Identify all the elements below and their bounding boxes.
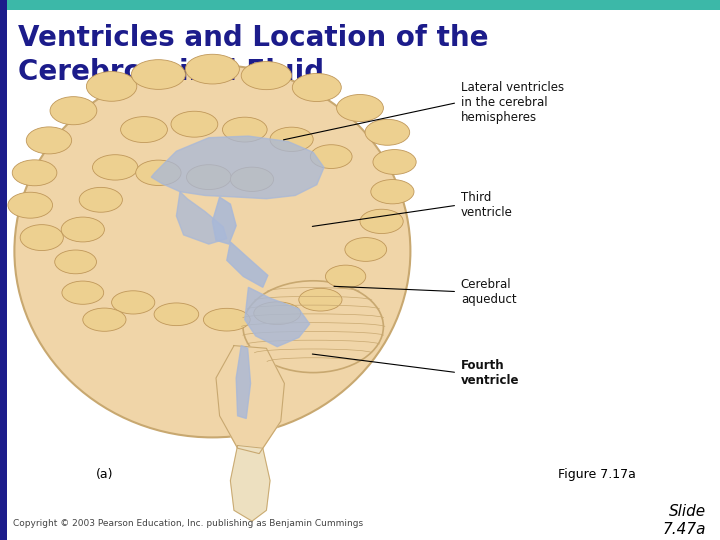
Polygon shape	[176, 192, 227, 244]
Ellipse shape	[154, 303, 199, 326]
Polygon shape	[236, 346, 251, 418]
Polygon shape	[230, 446, 270, 521]
Ellipse shape	[371, 179, 414, 204]
Ellipse shape	[241, 62, 292, 90]
Ellipse shape	[204, 308, 251, 331]
Text: Cerebral
aqueduct: Cerebral aqueduct	[461, 278, 516, 306]
Ellipse shape	[50, 97, 96, 125]
Ellipse shape	[310, 145, 352, 168]
Ellipse shape	[8, 192, 53, 218]
Text: Copyright © 2003 Pearson Education, Inc. publishing as Benjamin Cummings: Copyright © 2003 Pearson Education, Inc.…	[13, 519, 363, 528]
Ellipse shape	[230, 167, 274, 191]
Ellipse shape	[121, 117, 167, 143]
Text: Fourth
ventricle: Fourth ventricle	[461, 359, 519, 387]
Ellipse shape	[185, 54, 239, 84]
Ellipse shape	[171, 111, 218, 137]
Polygon shape	[151, 136, 324, 199]
Bar	[0, 0, 7, 540]
Ellipse shape	[93, 155, 138, 180]
Ellipse shape	[14, 65, 410, 437]
Text: Ventricles and Location of the
Cerebrospinal Fluid: Ventricles and Location of the Cerebrosp…	[18, 24, 488, 86]
Ellipse shape	[345, 238, 387, 261]
Ellipse shape	[337, 94, 384, 122]
Polygon shape	[227, 242, 268, 287]
Ellipse shape	[20, 225, 63, 251]
Ellipse shape	[186, 165, 231, 190]
Ellipse shape	[135, 160, 181, 185]
Text: Lateral ventricles
in the cerebral
hemispheres: Lateral ventricles in the cerebral hemis…	[461, 81, 564, 124]
Ellipse shape	[360, 210, 403, 233]
Text: 7.47a: 7.47a	[662, 522, 706, 537]
Ellipse shape	[270, 127, 313, 151]
Ellipse shape	[243, 281, 383, 373]
Text: Slide: Slide	[668, 504, 706, 519]
Ellipse shape	[83, 308, 126, 332]
Ellipse shape	[61, 217, 104, 242]
Text: Figure 7.17a: Figure 7.17a	[558, 468, 636, 481]
Ellipse shape	[365, 119, 410, 145]
Bar	[0, 0, 720, 10]
Ellipse shape	[86, 71, 137, 102]
Polygon shape	[245, 287, 310, 347]
Ellipse shape	[79, 187, 122, 212]
Polygon shape	[216, 346, 284, 454]
Ellipse shape	[253, 302, 301, 325]
Ellipse shape	[132, 59, 186, 89]
Text: (a): (a)	[96, 468, 113, 481]
Ellipse shape	[299, 288, 342, 311]
Polygon shape	[212, 197, 236, 244]
Ellipse shape	[27, 127, 72, 154]
Ellipse shape	[373, 150, 416, 174]
Text: Third
ventricle: Third ventricle	[461, 191, 513, 219]
Ellipse shape	[325, 265, 366, 288]
Ellipse shape	[12, 160, 57, 186]
Ellipse shape	[112, 291, 155, 314]
Ellipse shape	[55, 250, 96, 274]
Ellipse shape	[222, 117, 267, 142]
Ellipse shape	[62, 281, 104, 304]
Ellipse shape	[292, 73, 341, 102]
